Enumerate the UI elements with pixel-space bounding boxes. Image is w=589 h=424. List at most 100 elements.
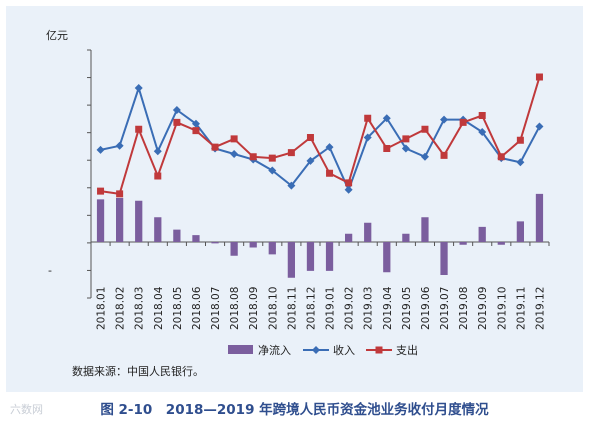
income-point-2019.12 xyxy=(535,122,544,131)
x-tick-label: 2018.09 xyxy=(248,287,260,330)
x-tick-label: 2018.05 xyxy=(172,287,184,330)
bar-2018.02 xyxy=(115,198,124,242)
bar-2019.09 xyxy=(478,226,486,242)
x-tick-label: 2018.12 xyxy=(305,287,317,330)
x-tick-label: 2019.07 xyxy=(439,287,451,330)
expense-point-2019.11 xyxy=(516,136,524,144)
x-tick-label: 2018.11 xyxy=(286,287,298,330)
x-tick-label: 2019.03 xyxy=(363,287,375,330)
bar-2018.09 xyxy=(249,242,257,248)
income-point-2018.01 xyxy=(96,145,105,154)
income-point-2019.07 xyxy=(440,115,449,124)
income-point-2018.08 xyxy=(230,150,239,158)
bar-2019.06 xyxy=(421,217,429,242)
x-tick-label: 2019.11 xyxy=(515,287,527,330)
income-point-2018.04 xyxy=(153,147,162,156)
expense-point-2018.08 xyxy=(230,135,238,143)
figure-caption: 图 2-10 2018—2019 年跨境人民币资金池业务收付月度情况 xyxy=(100,402,489,418)
expense-point-2018.05 xyxy=(173,118,181,126)
x-tick-label: 2019.06 xyxy=(420,286,432,330)
bars-group xyxy=(96,193,544,278)
figure-panel xyxy=(6,6,583,392)
data-source-note: 数据来源：中国人民银行。 xyxy=(72,364,204,378)
expense-point-2019.01 xyxy=(326,169,334,177)
income-point-2018.10 xyxy=(268,166,277,175)
income-point-2018.05 xyxy=(172,106,181,114)
income-point-2018.06 xyxy=(191,119,200,128)
expense-point-2018.03 xyxy=(135,125,143,133)
expense-point-2019.08 xyxy=(459,118,467,126)
x-tick-label: 2018.03 xyxy=(134,287,146,330)
income-point-2019.04 xyxy=(382,114,391,123)
expense-point-2018.12 xyxy=(306,134,314,141)
legend-net-inflow-swatch xyxy=(228,345,253,354)
y-axis-tick-label: - xyxy=(48,264,52,277)
x-tick-label: 2019.04 xyxy=(382,286,394,330)
expense-point-2018.07 xyxy=(211,143,219,151)
bar-2018.03 xyxy=(135,200,143,242)
bar-2019.10 xyxy=(497,242,505,245)
x-tick-label: 2019.05 xyxy=(401,287,413,330)
expense-point-2019.12 xyxy=(535,73,543,81)
expense-point-2018.04 xyxy=(154,172,162,180)
expense-point-2019.06 xyxy=(421,125,429,133)
expense-point-2019.03 xyxy=(364,114,372,122)
bar-2019.07 xyxy=(440,242,448,275)
expense-point-2018.10 xyxy=(268,154,276,162)
x-tick-labels: 2018.01 2018.02 2018.03 2018.04 2018.05 2018.… xyxy=(96,286,547,330)
bar-2018.04 xyxy=(154,217,162,242)
x-tick-label: 2018.06 xyxy=(191,286,203,330)
expense-point-2019.10 xyxy=(497,153,505,161)
bar-2018.06 xyxy=(192,235,200,242)
income-point-2018.12 xyxy=(306,156,315,165)
bar-2019.08 xyxy=(459,242,467,245)
income-point-2018.02 xyxy=(115,141,124,150)
legend-net-inflow-label: 净流入 xyxy=(258,343,291,357)
income-point-2019.03 xyxy=(363,133,372,142)
expense-point-2019.04 xyxy=(383,145,391,152)
x-tick-label: 2019.12 xyxy=(534,287,546,330)
x-tick-label: 2018.10 xyxy=(267,287,279,330)
x-tick-label: 2018.04 xyxy=(153,286,165,330)
expense-point-2019.09 xyxy=(478,112,486,119)
x-tick-label: 2019.09 xyxy=(477,287,489,330)
x-tick-label: 2018.01 xyxy=(96,287,108,330)
legend: 净流入 收入 支出 xyxy=(228,343,418,357)
bar-2019.05 xyxy=(402,233,410,242)
legend-expense-label: 支出 xyxy=(396,343,418,357)
bar-2018.12 xyxy=(306,242,315,271)
income-line xyxy=(100,84,541,193)
expense-point-2018.01 xyxy=(97,187,105,195)
income-point-2019.06 xyxy=(420,152,429,161)
income-point-2019.05 xyxy=(401,144,410,153)
bar-2019.11 xyxy=(516,221,525,242)
expense-point-2018.02 xyxy=(116,190,124,198)
y-axis-unit-label: 亿元 xyxy=(46,29,68,42)
legend-income-label: 收入 xyxy=(333,343,355,357)
bar-2019.03 xyxy=(364,222,372,242)
income-point-2018.03 xyxy=(134,84,143,92)
watermark-logo: 六数网 xyxy=(10,403,43,416)
x-tick-label: 2019.01 xyxy=(325,287,337,330)
expense-point-2019.02 xyxy=(345,179,353,187)
income-point-2018.11 xyxy=(287,181,296,190)
axes xyxy=(87,49,550,299)
lines-group xyxy=(96,73,544,198)
income-point-2019.01 xyxy=(325,143,334,152)
x-tick-label: 2018.07 xyxy=(210,287,222,330)
x-tick-label: 2019.10 xyxy=(496,287,508,330)
bar-2018.11 xyxy=(287,242,296,278)
bar-2018.01 xyxy=(96,199,105,242)
legend-income-marker xyxy=(312,346,320,354)
income-point-2019.02 xyxy=(344,185,353,194)
x-tick-label: 2019.08 xyxy=(458,287,470,330)
bar-2019.02 xyxy=(344,233,353,242)
x-tick-label: 2019.02 xyxy=(344,287,356,330)
expense-point-2018.09 xyxy=(249,153,257,161)
bar-2018.08 xyxy=(230,242,238,256)
bar-2018.10 xyxy=(268,242,276,255)
legend-expense-marker xyxy=(375,346,383,354)
expense-point-2018.11 xyxy=(287,149,295,157)
bar-2019.12 xyxy=(535,193,544,242)
